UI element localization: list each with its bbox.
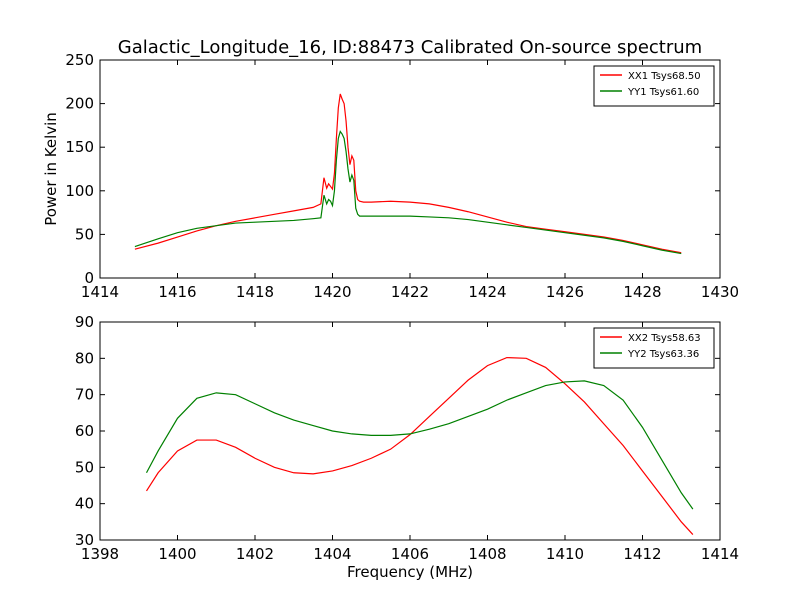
legend-label: XX1 Tsys68.50 — [628, 71, 701, 82]
x-tick-label: 1418 — [236, 283, 274, 301]
x-tick-label: 1414 — [701, 545, 739, 563]
y-tick-label: 40 — [75, 495, 94, 513]
series-line-1 — [134, 93, 682, 254]
x-tick-label: 1412 — [623, 545, 661, 563]
legend-label: YY2 Tsys63.36 — [627, 349, 699, 360]
y-tick-label: 70 — [75, 386, 94, 404]
x-tick-label: 1408 — [468, 545, 506, 563]
series-line-1 — [145, 357, 694, 535]
y-tick-label: 50 — [75, 458, 94, 476]
x-tick-label: 1424 — [468, 283, 506, 301]
x-tick-label: 1410 — [546, 545, 584, 563]
x-tick-label: 1430 — [701, 283, 739, 301]
y-tick-label: 30 — [75, 531, 94, 549]
x-tick-label: 1406 — [391, 545, 429, 563]
chart-1: 1414 1416 1418 1420 1422 1424 1426 1428 1430 0 50 1… — [42, 37, 739, 301]
x-tick-label: 1414 — [81, 283, 119, 301]
legend: XX2 Tsys58.63 YY2 Tsys63.36 — [593, 327, 715, 369]
y-tick-label: 90 — [75, 313, 94, 331]
y-tick-label: 0 — [84, 269, 94, 287]
y-tick-label: 60 — [75, 422, 94, 440]
chart-2: 1398 1400 1402 1404 1406 1408 1410 1412 1414 30 40… — [75, 313, 739, 581]
legend: XX1 Tsys68.50 YY1 Tsys61.60 — [593, 65, 715, 107]
y-tick-label: 100 — [65, 182, 94, 200]
legend-box — [593, 327, 715, 369]
series-line-2 — [145, 380, 694, 510]
x-tick-label: 1420 — [313, 283, 351, 301]
y-tick-label: 50 — [75, 225, 94, 243]
chart-title: Galactic_Longitude_16, ID:88473 Calibrat… — [118, 37, 702, 58]
y-tick-label: 150 — [65, 138, 94, 156]
legend-label: XX2 Tsys58.63 — [628, 333, 701, 344]
x-axis-label: Frequency (MHz) — [347, 563, 473, 581]
x-tick-label: 1416 — [158, 283, 196, 301]
y-tick-label: 250 — [65, 51, 94, 69]
x-tick-label: 1398 — [81, 545, 119, 563]
x-tick-label: 1402 — [236, 545, 274, 563]
y-tick-label: 80 — [75, 349, 94, 367]
y-tick-label: 200 — [65, 95, 94, 113]
legend-label: YY1 Tsys61.60 — [627, 87, 699, 98]
x-tick-label: 1426 — [546, 283, 584, 301]
x-tick-label: 1404 — [313, 545, 351, 563]
x-tick-label: 1428 — [623, 283, 661, 301]
x-tick-label: 1422 — [391, 283, 429, 301]
legend-box — [593, 65, 715, 107]
y-axis-label: Power in Kelvin — [42, 112, 60, 226]
x-tick-label: 1400 — [158, 545, 196, 563]
series-line-2 — [134, 130, 682, 255]
